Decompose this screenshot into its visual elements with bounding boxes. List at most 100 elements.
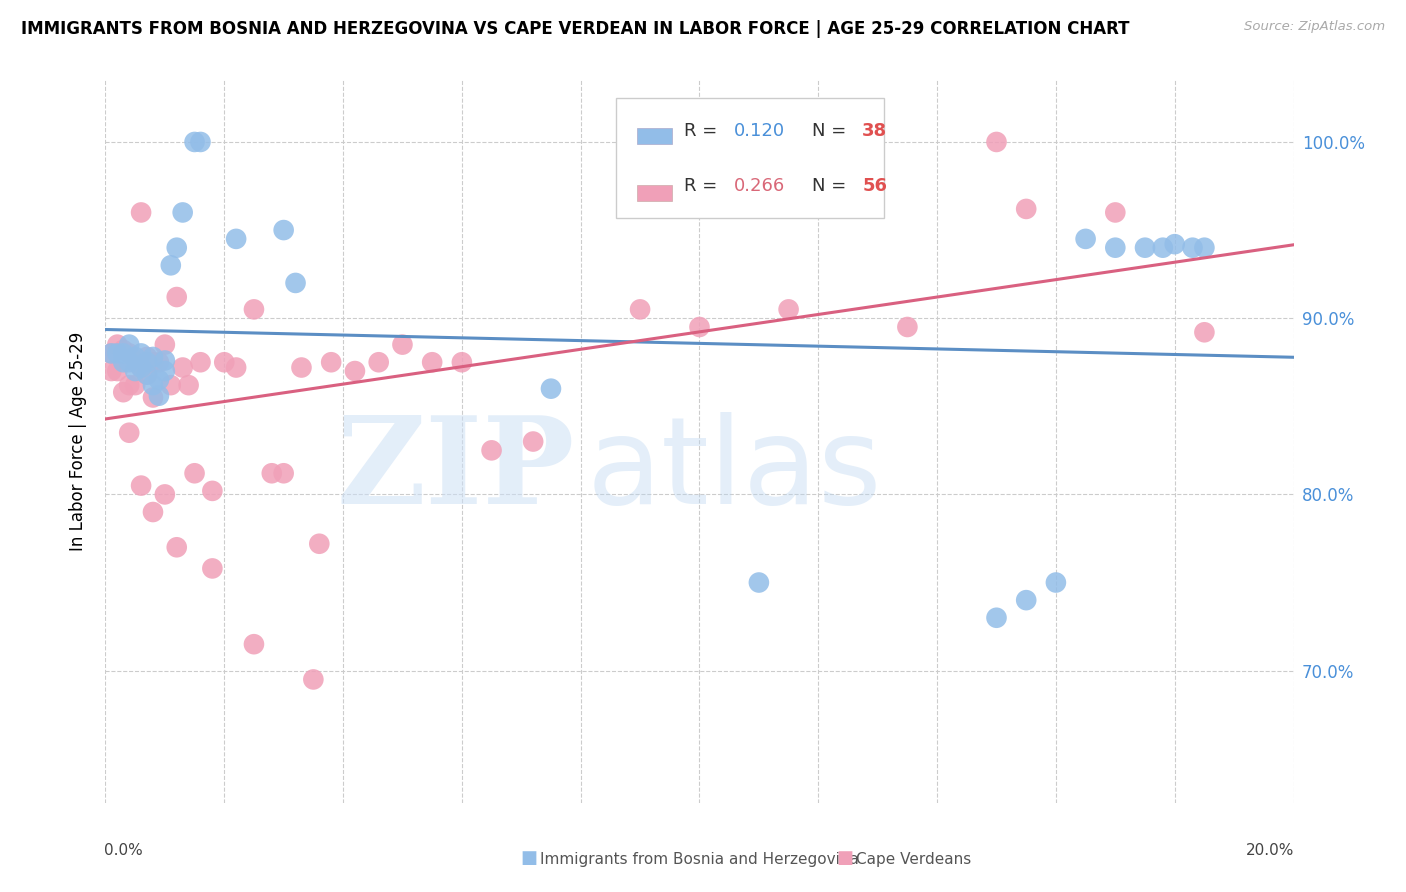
Point	[343, 364, 366, 378]
Point	[129, 360, 152, 375]
Text: ■: ■	[837, 849, 853, 867]
Point	[290, 360, 312, 375]
Point	[118, 337, 141, 351]
Point	[124, 350, 146, 364]
Point	[367, 355, 389, 369]
Point	[896, 320, 918, 334]
Point	[273, 223, 295, 237]
Point	[1194, 241, 1216, 255]
Point	[243, 637, 266, 651]
Y-axis label: In Labor Force | Age 25-29: In Labor Force | Age 25-29	[69, 332, 87, 551]
Point	[190, 355, 212, 369]
Point	[129, 205, 152, 219]
Text: 0.120: 0.120	[734, 122, 785, 140]
FancyBboxPatch shape	[637, 185, 672, 201]
Text: ZIP: ZIP	[336, 411, 575, 530]
Point	[142, 391, 165, 405]
Point	[112, 385, 135, 400]
Point	[1164, 237, 1187, 252]
Point	[540, 382, 562, 396]
Point	[100, 364, 122, 378]
Point	[105, 346, 128, 360]
Text: 20.0%: 20.0%	[1246, 843, 1295, 857]
Point	[986, 135, 1008, 149]
Point	[689, 320, 711, 334]
Point	[986, 611, 1008, 625]
Point	[1133, 241, 1156, 255]
Point	[522, 434, 544, 449]
Point	[142, 505, 165, 519]
Point	[302, 673, 325, 687]
Point	[201, 561, 224, 575]
Text: IMMIGRANTS FROM BOSNIA AND HERZEGOVINA VS CAPE VERDEAN IN LABOR FORCE | AGE 25-2: IMMIGRANTS FROM BOSNIA AND HERZEGOVINA V…	[21, 20, 1129, 37]
Point	[166, 241, 188, 255]
Point	[118, 378, 141, 392]
Point	[118, 355, 141, 369]
Text: atlas: atlas	[586, 412, 882, 529]
Text: R =: R =	[685, 178, 723, 195]
Point	[142, 355, 165, 369]
Point	[142, 378, 165, 392]
Point	[166, 290, 188, 304]
Text: Immigrants from Bosnia and Herzegovina: Immigrants from Bosnia and Herzegovina	[540, 852, 859, 867]
Point	[124, 364, 146, 378]
Point	[1194, 326, 1216, 340]
Point	[136, 368, 159, 382]
Point	[153, 364, 176, 378]
Point	[748, 575, 770, 590]
Text: 0.0%: 0.0%	[104, 843, 143, 857]
Point	[1074, 232, 1097, 246]
Point	[136, 368, 159, 382]
Point	[118, 346, 141, 360]
Text: 0.266: 0.266	[734, 178, 785, 195]
Point	[148, 373, 170, 387]
Point	[129, 478, 152, 492]
Point	[112, 355, 135, 369]
Point	[778, 302, 800, 317]
Point	[118, 425, 141, 440]
Point	[148, 389, 170, 403]
Point	[225, 360, 247, 375]
Text: 38: 38	[862, 122, 887, 140]
Point	[100, 346, 122, 360]
Text: N =: N =	[813, 122, 852, 140]
Point	[260, 467, 283, 481]
Point	[1152, 241, 1174, 255]
FancyBboxPatch shape	[637, 128, 672, 144]
Point	[159, 378, 181, 392]
Point	[420, 355, 443, 369]
Text: R =: R =	[685, 122, 723, 140]
Point	[273, 467, 295, 481]
Point	[177, 378, 200, 392]
Point	[214, 355, 236, 369]
Text: N =: N =	[813, 178, 852, 195]
Point	[100, 346, 122, 360]
Point	[1015, 202, 1038, 216]
Point	[142, 350, 165, 364]
Point	[124, 378, 146, 392]
Point	[153, 487, 176, 501]
Point	[481, 443, 503, 458]
Point	[201, 483, 224, 498]
Point	[172, 205, 194, 219]
Point	[1181, 241, 1204, 255]
Point	[159, 258, 181, 272]
Point	[166, 541, 188, 555]
Point	[183, 135, 205, 149]
Text: Source: ZipAtlas.com: Source: ZipAtlas.com	[1244, 20, 1385, 33]
Point	[190, 135, 212, 149]
Point	[136, 355, 159, 369]
Point	[243, 302, 266, 317]
Point	[321, 355, 343, 369]
Point	[112, 343, 135, 357]
Point	[1104, 241, 1126, 255]
Point	[136, 350, 159, 364]
Point	[153, 337, 176, 351]
Point	[105, 364, 128, 378]
Point	[1104, 205, 1126, 219]
Point	[284, 276, 307, 290]
Point	[183, 467, 205, 481]
Point	[112, 346, 135, 360]
Text: 56: 56	[862, 178, 887, 195]
Point	[129, 360, 152, 375]
